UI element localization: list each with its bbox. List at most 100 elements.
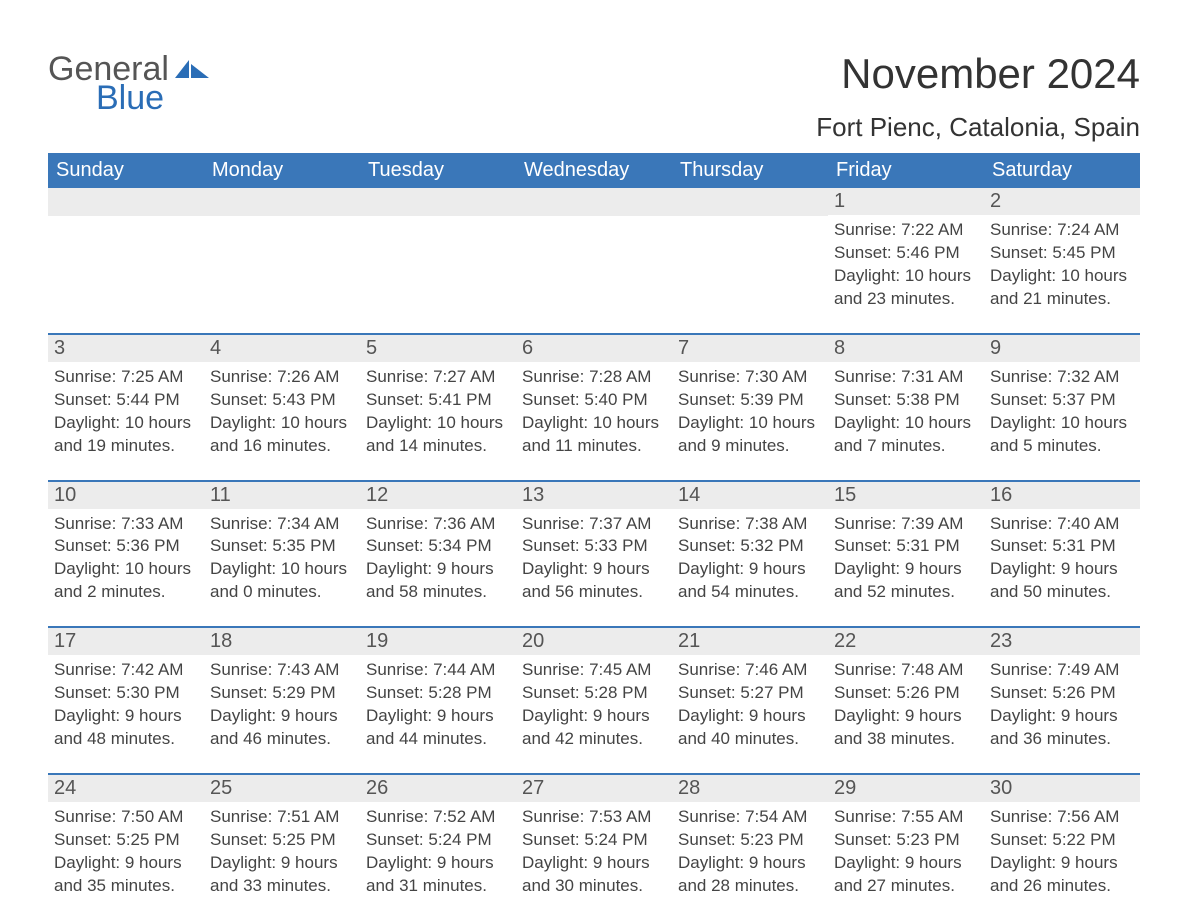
calendar-cell: 6Sunrise: 7:28 AMSunset: 5:40 PMDaylight… [516,335,672,462]
day-details: Sunrise: 7:44 AMSunset: 5:28 PMDaylight:… [360,655,516,755]
daylight-line2: and 52 minutes. [834,581,978,604]
calendar-cell: 4Sunrise: 7:26 AMSunset: 5:43 PMDaylight… [204,335,360,462]
daylight-line1: Daylight: 9 hours [990,558,1134,581]
calendar-cell: 28Sunrise: 7:54 AMSunset: 5:23 PMDayligh… [672,775,828,902]
day-details: Sunrise: 7:37 AMSunset: 5:33 PMDaylight:… [516,509,672,609]
sunset-line: Sunset: 5:24 PM [366,829,510,852]
daylight-line1: Daylight: 9 hours [522,852,666,875]
daylight-line1: Daylight: 9 hours [990,852,1134,875]
sunrise-line: Sunrise: 7:36 AM [366,513,510,536]
daylight-line1: Daylight: 9 hours [366,558,510,581]
day-number: 19 [360,628,516,655]
daylight-line1: Daylight: 10 hours [54,558,198,581]
sunrise-line: Sunrise: 7:51 AM [210,806,354,829]
calendar-cell: 23Sunrise: 7:49 AMSunset: 5:26 PMDayligh… [984,628,1140,755]
logo: General Blue [48,50,209,118]
sunset-line: Sunset: 5:44 PM [54,389,198,412]
day-details: Sunrise: 7:31 AMSunset: 5:38 PMDaylight:… [828,362,984,462]
day-details: Sunrise: 7:34 AMSunset: 5:35 PMDaylight:… [204,509,360,609]
daylight-line1: Daylight: 10 hours [834,412,978,435]
calendar-cell: 30Sunrise: 7:56 AMSunset: 5:22 PMDayligh… [984,775,1140,902]
calendar-cell: 16Sunrise: 7:40 AMSunset: 5:31 PMDayligh… [984,482,1140,609]
calendar-cell: 29Sunrise: 7:55 AMSunset: 5:23 PMDayligh… [828,775,984,902]
daylight-line2: and 38 minutes. [834,728,978,751]
sunset-line: Sunset: 5:33 PM [522,535,666,558]
day-details: Sunrise: 7:28 AMSunset: 5:40 PMDaylight:… [516,362,672,462]
daylight-line1: Daylight: 10 hours [54,412,198,435]
daylight-line2: and 11 minutes. [522,435,666,458]
sunrise-line: Sunrise: 7:45 AM [522,659,666,682]
daylight-line2: and 28 minutes. [678,875,822,898]
weeks-container: 1Sunrise: 7:22 AMSunset: 5:46 PMDaylight… [48,188,1140,902]
daylight-line1: Daylight: 9 hours [678,852,822,875]
daylight-line1: Daylight: 9 hours [522,558,666,581]
location: Fort Pienc, Catalonia, Spain [816,112,1140,143]
day-number: 12 [360,482,516,509]
day-number: 21 [672,628,828,655]
day-details: Sunrise: 7:45 AMSunset: 5:28 PMDaylight:… [516,655,672,755]
sunset-line: Sunset: 5:45 PM [990,242,1134,265]
title-block: November 2024 Fort Pienc, Catalonia, Spa… [816,50,1140,143]
sunset-line: Sunset: 5:36 PM [54,535,198,558]
calendar: Sunday Monday Tuesday Wednesday Thursday… [48,153,1140,902]
sunset-line: Sunset: 5:31 PM [990,535,1134,558]
sunset-line: Sunset: 5:46 PM [834,242,978,265]
sunset-line: Sunset: 5:38 PM [834,389,978,412]
sunrise-line: Sunrise: 7:52 AM [366,806,510,829]
daylight-line1: Daylight: 10 hours [990,265,1134,288]
daylight-line2: and 44 minutes. [366,728,510,751]
daylight-line1: Daylight: 9 hours [678,558,822,581]
day-details: Sunrise: 7:51 AMSunset: 5:25 PMDaylight:… [204,802,360,902]
day-number: 7 [672,335,828,362]
daylight-line2: and 33 minutes. [210,875,354,898]
day-header-row: Sunday Monday Tuesday Wednesday Thursday… [48,153,1140,188]
calendar-cell: 25Sunrise: 7:51 AMSunset: 5:25 PMDayligh… [204,775,360,902]
calendar-cell: 18Sunrise: 7:43 AMSunset: 5:29 PMDayligh… [204,628,360,755]
day-number: 30 [984,775,1140,802]
sunset-line: Sunset: 5:27 PM [678,682,822,705]
day-number [204,188,360,216]
sunrise-line: Sunrise: 7:56 AM [990,806,1134,829]
logo-blue: Blue [96,79,209,118]
daylight-line2: and 9 minutes. [678,435,822,458]
sunset-line: Sunset: 5:40 PM [522,389,666,412]
day-number: 8 [828,335,984,362]
day-details: Sunrise: 7:40 AMSunset: 5:31 PMDaylight:… [984,509,1140,609]
calendar-cell [48,188,204,315]
daylight-line2: and 23 minutes. [834,288,978,311]
calendar-cell: 14Sunrise: 7:38 AMSunset: 5:32 PMDayligh… [672,482,828,609]
sunrise-line: Sunrise: 7:25 AM [54,366,198,389]
daylight-line1: Daylight: 9 hours [210,705,354,728]
sunrise-line: Sunrise: 7:53 AM [522,806,666,829]
sunset-line: Sunset: 5:25 PM [54,829,198,852]
day-number: 16 [984,482,1140,509]
day-details: Sunrise: 7:36 AMSunset: 5:34 PMDaylight:… [360,509,516,609]
daylight-line1: Daylight: 10 hours [210,558,354,581]
day-number: 20 [516,628,672,655]
week-row: 1Sunrise: 7:22 AMSunset: 5:46 PMDaylight… [48,188,1140,315]
calendar-cell: 12Sunrise: 7:36 AMSunset: 5:34 PMDayligh… [360,482,516,609]
sunset-line: Sunset: 5:28 PM [366,682,510,705]
calendar-cell: 22Sunrise: 7:48 AMSunset: 5:26 PMDayligh… [828,628,984,755]
daylight-line1: Daylight: 9 hours [522,705,666,728]
calendar-cell: 24Sunrise: 7:50 AMSunset: 5:25 PMDayligh… [48,775,204,902]
day-details: Sunrise: 7:43 AMSunset: 5:29 PMDaylight:… [204,655,360,755]
daylight-line1: Daylight: 9 hours [210,852,354,875]
sunrise-line: Sunrise: 7:26 AM [210,366,354,389]
daylight-line1: Daylight: 9 hours [834,705,978,728]
daylight-line2: and 27 minutes. [834,875,978,898]
day-header-mon: Monday [204,153,360,188]
daylight-line1: Daylight: 10 hours [366,412,510,435]
daylight-line2: and 21 minutes. [990,288,1134,311]
sunset-line: Sunset: 5:23 PM [678,829,822,852]
sunrise-line: Sunrise: 7:44 AM [366,659,510,682]
day-details: Sunrise: 7:33 AMSunset: 5:36 PMDaylight:… [48,509,204,609]
calendar-cell: 17Sunrise: 7:42 AMSunset: 5:30 PMDayligh… [48,628,204,755]
daylight-line1: Daylight: 9 hours [366,852,510,875]
daylight-line1: Daylight: 9 hours [834,558,978,581]
day-number: 23 [984,628,1140,655]
calendar-cell: 5Sunrise: 7:27 AMSunset: 5:41 PMDaylight… [360,335,516,462]
day-details: Sunrise: 7:27 AMSunset: 5:41 PMDaylight:… [360,362,516,462]
sunrise-line: Sunrise: 7:31 AM [834,366,978,389]
day-number: 5 [360,335,516,362]
